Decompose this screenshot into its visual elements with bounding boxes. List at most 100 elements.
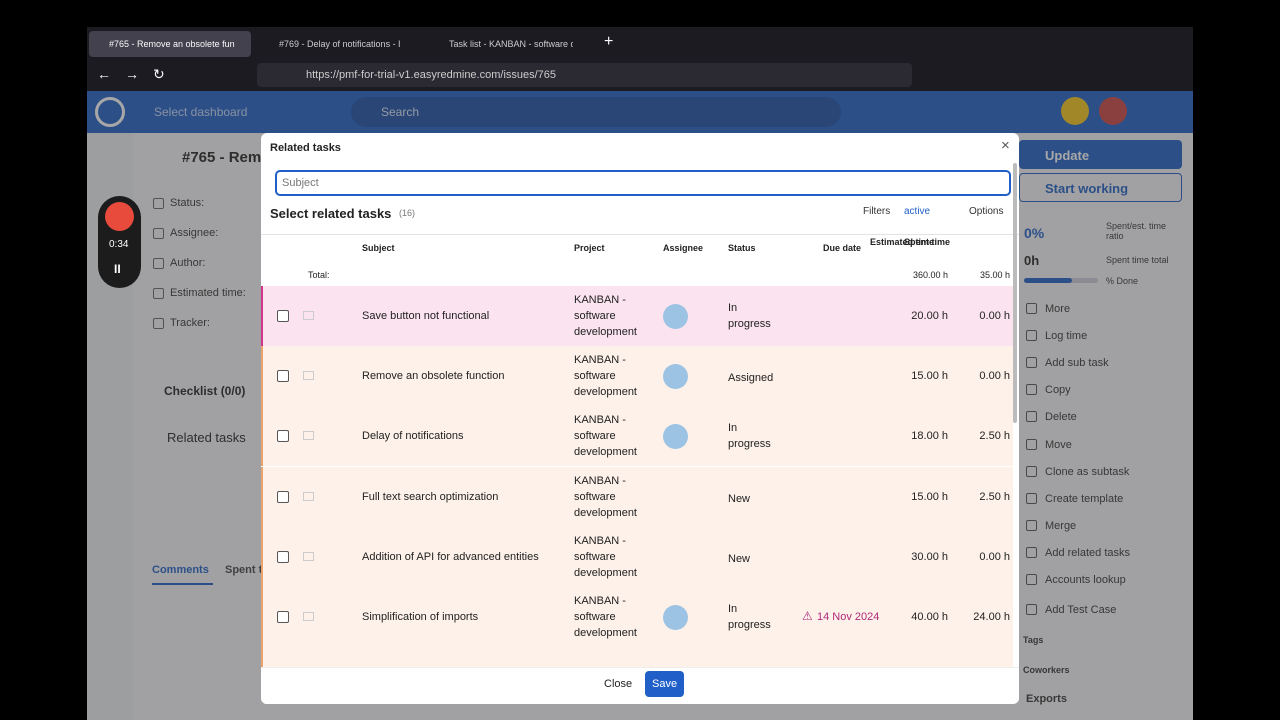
- row-checkbox[interactable]: [277, 550, 289, 563]
- task-project: KANBAN - software development: [574, 294, 637, 338]
- task-row[interactable]: [261, 587, 1013, 647]
- tab-spent[interactable]: Spent t: [225, 564, 263, 576]
- action[interactable]: Add Test Case: [1045, 604, 1117, 617]
- column-header[interactable]: Estimated time: [869, 237, 934, 247]
- field-icon: [153, 288, 164, 299]
- related-tasks[interactable]: Related tasks: [167, 430, 246, 445]
- issue-title: #765 - Remo: [182, 149, 271, 166]
- pause-button[interactable]: II: [114, 262, 121, 276]
- section-tags[interactable]: Tags: [1023, 635, 1044, 645]
- task-subject[interactable]: Save button not functional: [362, 310, 490, 322]
- tab-title[interactable]: #765 - Remove an obsolete fun: [109, 39, 235, 49]
- column-header[interactable]: Due date: [823, 243, 862, 253]
- url[interactable]: https://pmf-for-trial-v1.easyredmine.com…: [306, 69, 557, 81]
- close-button[interactable]: Close: [604, 678, 633, 690]
- action[interactable]: Accounts lookup: [1045, 574, 1126, 586]
- assignee-avatar: [663, 605, 688, 630]
- options[interactable]: Options: [969, 206, 1004, 217]
- task-subject[interactable]: Addition of API for advanced entities: [362, 550, 539, 563]
- tab-title[interactable]: #769 - Delay of notifications - I: [279, 39, 401, 49]
- url-bar[interactable]: [257, 63, 912, 87]
- action[interactable]: Clone as subtask: [1045, 465, 1130, 478]
- action-icon: [1026, 303, 1037, 314]
- section-coworkers[interactable]: Coworkers: [1023, 665, 1070, 675]
- row-mail-icon: [303, 491, 314, 501]
- record-time: 0:34: [109, 239, 129, 250]
- task-estimated: 20.00 h: [911, 310, 948, 322]
- update-label[interactable]: Update: [1045, 148, 1090, 163]
- update-button[interactable]: [1019, 140, 1182, 169]
- row-checkbox[interactable]: [277, 611, 289, 623]
- row-checkbox[interactable]: [277, 370, 289, 383]
- field-icon: [153, 198, 164, 209]
- start-button[interactable]: [1019, 173, 1182, 202]
- task-estimated: 15.00 h: [911, 490, 948, 503]
- assignee-avatar: [663, 364, 688, 390]
- action[interactable]: Merge: [1045, 519, 1077, 532]
- progress-bar: [1024, 278, 1098, 283]
- action-icon: [1026, 546, 1037, 558]
- task-spent: 2.50 h: [979, 430, 1010, 443]
- task-estimated: 15.00 h: [911, 370, 948, 383]
- field-icon: [153, 258, 164, 269]
- add-button[interactable]: [1061, 97, 1089, 125]
- task-spent: 0.00 h: [979, 370, 1010, 383]
- row-checkbox[interactable]: [277, 490, 289, 503]
- row-checkbox[interactable]: [277, 310, 289, 322]
- column-header[interactable]: Subject: [362, 243, 395, 253]
- field-icon: [153, 228, 164, 239]
- task-estimated: 30.00 h: [911, 550, 948, 563]
- task-subject[interactable]: Simplification of imports: [362, 611, 479, 623]
- tab-comments[interactable]: Comments: [152, 564, 213, 585]
- action[interactable]: Create template: [1045, 492, 1124, 505]
- action-icon: [1026, 574, 1037, 585]
- tab[interactable]: [89, 31, 251, 57]
- new-tab[interactable]: +: [604, 33, 614, 50]
- logo[interactable]: [95, 97, 125, 127]
- column-header[interactable]: Assignee: [663, 243, 704, 253]
- done-label: % Done: [1106, 276, 1139, 286]
- filters[interactable]: Filters: [863, 206, 891, 217]
- nav-buttons[interactable]: ←→↻: [97, 66, 179, 82]
- field-icon: [153, 318, 164, 329]
- column-header[interactable]: Status: [728, 243, 756, 253]
- ratio-label: Spent/est. time ratio: [1106, 221, 1167, 241]
- action-icon: [1026, 492, 1037, 504]
- warning-icon: ⚠: [802, 609, 813, 623]
- row-mail-icon: [303, 551, 314, 561]
- task-row[interactable]: [261, 526, 1013, 587]
- action[interactable]: Move: [1045, 438, 1072, 451]
- column-header[interactable]: Spent time: [903, 237, 950, 247]
- task-row[interactable]: [261, 406, 1013, 467]
- action[interactable]: Add sub task: [1045, 357, 1109, 370]
- tab-title[interactable]: Task list - KANBAN - software d: [449, 39, 573, 49]
- search-box[interactable]: [351, 97, 841, 127]
- scrollbar: [1013, 163, 1017, 423]
- filter-state[interactable]: active: [904, 206, 931, 217]
- action[interactable]: More: [1045, 303, 1071, 315]
- action[interactable]: Copy: [1045, 384, 1071, 397]
- start-label[interactable]: Start working: [1045, 181, 1129, 196]
- action[interactable]: Delete: [1045, 411, 1077, 424]
- section-exports[interactable]: Exports: [1026, 693, 1067, 705]
- dashboard-select[interactable]: Select dashboard: [154, 105, 248, 119]
- row-checkbox[interactable]: [277, 430, 289, 443]
- stop-button[interactable]: [105, 202, 134, 231]
- task-row[interactable]: [261, 286, 1013, 346]
- assignee-avatar: [663, 424, 688, 450]
- action[interactable]: Add related tasks: [1045, 546, 1130, 559]
- row-mail-icon: [303, 612, 314, 621]
- task-subject[interactable]: Delay of notifications: [362, 430, 464, 443]
- task-subject[interactable]: Full text search optimization: [362, 490, 499, 503]
- user-avatar[interactable]: [1099, 97, 1127, 125]
- checklist[interactable]: Checklist (0/0): [164, 384, 246, 398]
- task-subject[interactable]: Remove an obsolete function: [362, 370, 505, 383]
- save-button[interactable]: Save: [645, 671, 685, 697]
- close-x[interactable]: ×: [1001, 137, 1010, 154]
- subject-input[interactable]: [275, 170, 1011, 196]
- task-project: KANBAN - software development: [574, 595, 637, 639]
- task-row[interactable]: [261, 346, 1013, 407]
- action[interactable]: Log time: [1045, 330, 1088, 343]
- task-row[interactable]: [261, 466, 1013, 527]
- column-header[interactable]: Project: [574, 243, 605, 253]
